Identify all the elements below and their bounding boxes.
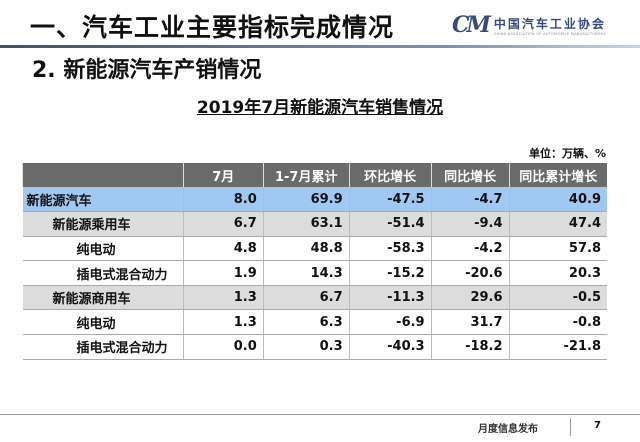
footer-separator bbox=[570, 418, 571, 436]
logo-cn: 中国汽车工业协会 bbox=[493, 16, 606, 31]
logo-mark-icon: CM bbox=[452, 12, 491, 38]
table-cell: -4.2 bbox=[430, 236, 510, 262]
row-label: 新能源汽车 bbox=[22, 187, 184, 213]
column-header: 同比累计增长 bbox=[508, 163, 607, 187]
table-cell: 31.7 bbox=[430, 309, 510, 336]
logo-en: CHINA ASSOCIATION OF AUTOMOBILE MANUFACT… bbox=[493, 31, 606, 36]
table-cell: 4.8 bbox=[182, 236, 264, 262]
table-title: 2019年7月新能源汽车销售情况 bbox=[196, 98, 444, 118]
column-header: 7月 bbox=[182, 163, 264, 187]
column-header: 同比增长 bbox=[430, 163, 510, 187]
row-label: 新能源乘用车 bbox=[22, 211, 184, 237]
column-header: 1-7月累计 bbox=[262, 163, 350, 187]
table-cell: 0.0 bbox=[182, 334, 264, 360]
table-cell: -20.6 bbox=[430, 260, 510, 286]
table-cell: -0.5 bbox=[508, 285, 607, 311]
table-cell: -58.3 bbox=[348, 236, 432, 262]
footer-divider bbox=[0, 414, 640, 415]
table-cell: 14.3 bbox=[262, 260, 350, 286]
table-cell: 20.3 bbox=[508, 260, 607, 286]
table-cell: 8.0 bbox=[182, 187, 264, 213]
table-cell: -18.2 bbox=[430, 334, 510, 360]
table-cell: -4.7 bbox=[430, 187, 510, 213]
table-cell: -15.2 bbox=[348, 260, 432, 286]
page-number: 7 bbox=[594, 420, 601, 431]
table-row: 纯电动 4.8 48.8 -58.3 -4.2 57.8 bbox=[22, 236, 607, 262]
table-cell: 6.3 bbox=[262, 309, 350, 336]
table-cell: -9.4 bbox=[430, 211, 510, 237]
section-title: 一、汽车工业主要指标完成情况 bbox=[30, 13, 395, 42]
table-row: 新能源汽车 8.0 69.9 -47.5 -4.7 40.9 bbox=[22, 187, 607, 213]
table-cell: -51.4 bbox=[348, 211, 432, 237]
table-cell: -21.8 bbox=[508, 334, 607, 360]
table-cell: 1.9 bbox=[182, 260, 264, 286]
table-cell: 1.3 bbox=[182, 285, 264, 311]
table-cell: 6.7 bbox=[182, 211, 264, 237]
table-cell: 69.9 bbox=[262, 187, 350, 213]
table-cell: -40.3 bbox=[348, 334, 432, 360]
sales-table: 7月 1-7月累计 环比增长 同比增长 同比累计增长 新能源汽车 8.0 69.9 -47.5… bbox=[22, 163, 607, 360]
table-cell: 40.9 bbox=[508, 187, 607, 213]
table-row: 纯电动 1.3 6.3 -6.9 31.7 -0.8 bbox=[22, 309, 607, 336]
table-cell: 1.3 bbox=[182, 309, 264, 336]
row-label: 纯电动 bbox=[22, 236, 184, 262]
table-cell: -6.9 bbox=[348, 309, 432, 336]
table-cell: 57.8 bbox=[508, 236, 607, 262]
table-cell: 29.6 bbox=[430, 285, 510, 311]
table-cell: -47.5 bbox=[348, 187, 432, 213]
table-row: 插电式混合动力 1.9 14.3 -15.2 -20.6 20.3 bbox=[22, 260, 607, 286]
table-cell: 6.7 bbox=[262, 285, 350, 311]
subtitle: 2. 新能源汽车产销情况 bbox=[32, 58, 262, 83]
table-cell: -11.3 bbox=[348, 285, 432, 311]
row-label: 插电式混合动力 bbox=[22, 260, 184, 286]
column-header bbox=[22, 163, 184, 187]
row-label: 插电式混合动力 bbox=[22, 334, 184, 360]
footer-text: 月度信息发布 bbox=[478, 424, 538, 435]
caam-logo: CM 中国汽车工业协会 CHINA ASSOCIATION OF AUTOMOB… bbox=[452, 12, 606, 38]
table-cell: 0.3 bbox=[262, 334, 350, 360]
row-label: 纯电动 bbox=[22, 309, 184, 336]
table-cell: 47.4 bbox=[508, 211, 607, 237]
table-row: 新能源商用车 1.3 6.7 -11.3 29.6 -0.5 bbox=[22, 285, 607, 311]
table-row: 插电式混合动力 0.0 0.3 -40.3 -18.2 -21.8 bbox=[22, 334, 607, 360]
unit-note: 单位：万辆、% bbox=[528, 147, 606, 160]
row-label: 新能源商用车 bbox=[22, 285, 184, 311]
table-cell: 63.1 bbox=[262, 211, 350, 237]
table-row: 新能源乘用车 6.7 63.1 -51.4 -9.4 47.4 bbox=[22, 211, 607, 237]
table-cell: 48.8 bbox=[262, 236, 350, 262]
table-cell: -0.8 bbox=[508, 309, 607, 336]
column-header: 环比增长 bbox=[348, 163, 432, 187]
header-divider bbox=[0, 45, 640, 48]
